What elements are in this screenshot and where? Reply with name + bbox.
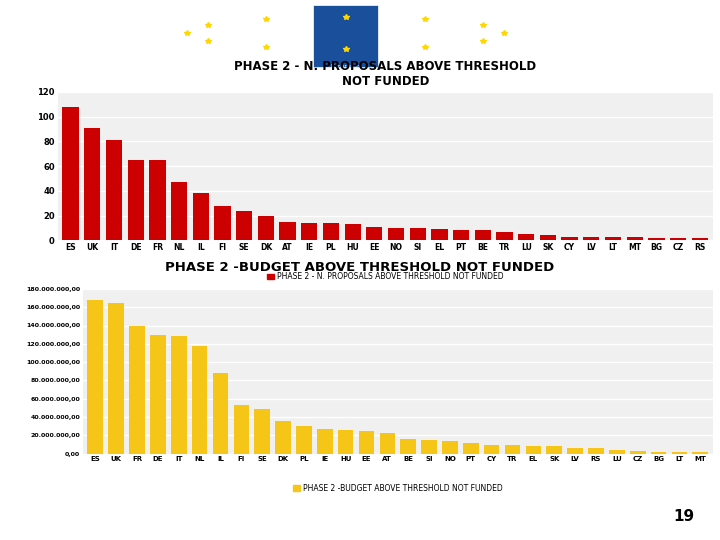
Bar [431,229,448,240]
Bar [171,336,186,454]
Text: PHASE 2 -BUDGET ABOVE THRESHOLD NOT FUNDED: PHASE 2 -BUDGET ABOVE THRESHOLD NOT FUND… [166,261,554,274]
Bar [84,127,101,240]
Bar [526,446,541,454]
Bar [567,448,583,454]
Bar [505,446,521,454]
Bar [275,421,291,454]
Bar [692,238,708,240]
Bar [693,452,708,454]
Bar [215,206,230,240]
Bar [301,223,318,240]
Bar [108,302,124,454]
Bar [609,450,625,454]
Bar [359,431,374,454]
Bar [648,238,665,240]
Bar [129,326,145,454]
Legend: PHASE 2 -BUDGET ABOVE THRESHOLD NOT FUNDED: PHASE 2 -BUDGET ABOVE THRESHOLD NOT FUND… [289,481,506,496]
Bar [442,441,458,454]
Bar [379,434,395,454]
Bar [149,160,166,240]
Bar [127,160,144,240]
Bar [672,452,688,454]
Bar [463,443,479,454]
Bar [670,238,686,240]
Bar [605,237,621,240]
Bar [588,448,604,454]
Bar [254,409,270,454]
Bar [484,446,500,454]
Bar [88,300,103,454]
Text: European: European [330,64,361,69]
Bar [630,451,646,454]
Bar [421,440,437,454]
Bar [496,232,513,240]
Bar [410,228,426,240]
Bar [236,211,252,240]
Bar [626,237,643,240]
Bar [518,234,534,240]
Bar [453,231,469,240]
Bar [313,5,378,67]
Bar [546,446,562,454]
Bar [474,231,491,240]
Bar [63,106,78,240]
Bar [338,430,354,454]
Bar [212,373,228,454]
Bar [400,439,416,454]
Bar [540,235,556,240]
Bar [171,182,187,240]
Bar [192,346,207,454]
Bar [562,237,577,240]
Bar [193,193,209,240]
Bar [345,224,361,240]
Bar [296,426,312,454]
Text: Regional
Policy: Regional Policy [341,506,379,525]
Bar [150,335,166,454]
Text: 19: 19 [674,509,695,524]
Bar [323,223,339,240]
Bar [366,227,382,240]
Bar [233,405,249,454]
Bar [106,140,122,240]
Bar [388,228,404,240]
Bar [258,215,274,240]
Title: PHASE 2 - N. PROPOSALS ABOVE THRESHOLD
NOT FUNDED: PHASE 2 - N. PROPOSALS ABOVE THRESHOLD N… [234,60,536,88]
Legend: PHASE 2 - N. PROPOSALS ABOVE THRESHOLD NOT FUNDED: PHASE 2 - N. PROPOSALS ABOVE THRESHOLD N… [264,269,507,284]
Bar [279,222,296,240]
Bar [651,452,667,454]
Bar [317,429,333,454]
Bar [583,237,600,240]
